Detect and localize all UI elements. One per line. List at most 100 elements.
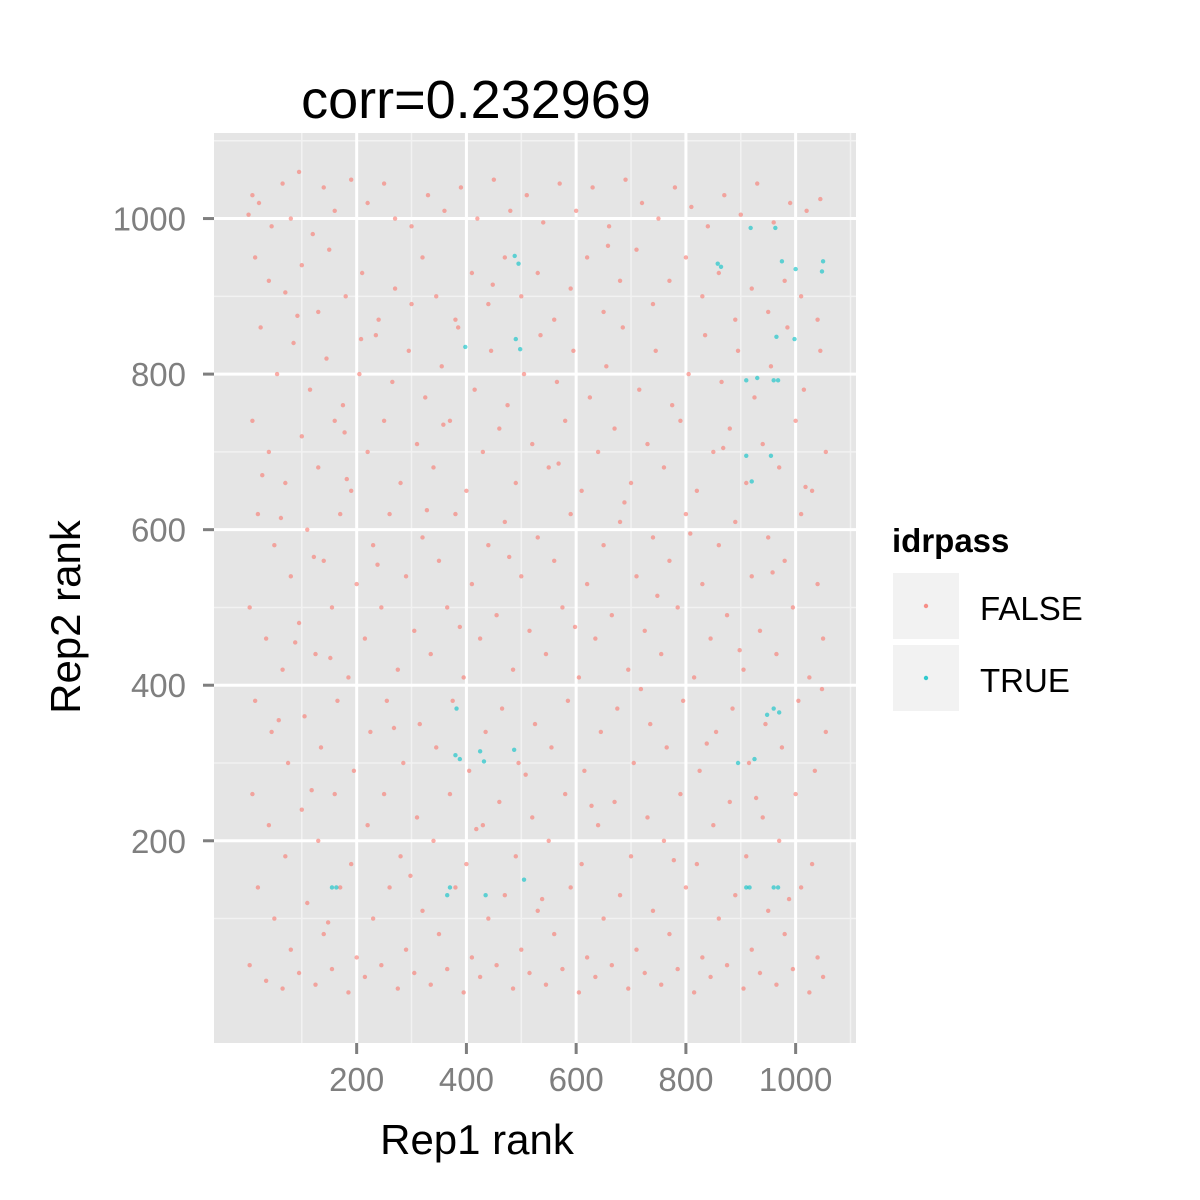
data-point-false (617, 519, 623, 525)
y-tick-label: 400 (131, 667, 186, 704)
data-point-false (436, 931, 442, 937)
data-point-false (766, 535, 771, 540)
data-point-false (546, 465, 551, 470)
data-point-false (786, 896, 792, 902)
data-point-true (512, 253, 517, 259)
data-point-false (702, 333, 708, 338)
data-point-false (406, 348, 411, 353)
data-point-true (715, 261, 720, 266)
data-point-true (793, 266, 798, 272)
data-point-false (445, 605, 450, 610)
data-point-false (365, 823, 370, 828)
data-point-false (763, 721, 768, 727)
data-point-false (260, 473, 265, 478)
data-point-false (395, 986, 401, 991)
data-point-false (552, 317, 557, 322)
data-point-false (678, 791, 683, 797)
data-point-false (628, 854, 634, 859)
data-point-false (309, 788, 314, 793)
data-point-false (288, 947, 294, 952)
data-point-false (798, 511, 804, 517)
data-point-false (823, 729, 829, 735)
data-point-true (457, 756, 463, 762)
data-point-false (694, 861, 700, 867)
data-point-false (370, 916, 376, 921)
data-point-false (782, 931, 787, 937)
data-point-false (524, 193, 529, 198)
data-point-false (532, 721, 538, 727)
data-point-false (502, 255, 508, 260)
data-point-false (637, 387, 642, 392)
data-point-true (516, 261, 521, 266)
data-point-false (299, 434, 304, 439)
data-point-false (804, 208, 809, 213)
data-point-false (250, 418, 255, 423)
data-point-false (494, 613, 499, 618)
data-point-true (517, 347, 523, 352)
data-point-false (379, 605, 384, 610)
data-point-false (766, 309, 771, 315)
data-point-false (409, 301, 414, 307)
data-point-false (252, 698, 258, 703)
data-point-false (499, 706, 505, 711)
data-point-false (328, 655, 333, 661)
data-point-false (645, 441, 650, 447)
data-point-false (299, 263, 304, 268)
data-point-false (655, 593, 660, 598)
data-point-false (527, 628, 532, 633)
data-point-false (782, 278, 787, 283)
data-point-false (601, 543, 606, 548)
data-point-false (398, 480, 403, 486)
data-point-false (659, 982, 664, 987)
data-point-true (819, 269, 825, 274)
data-point-false (766, 908, 771, 913)
data-point-false (442, 208, 447, 213)
data-point-false (445, 966, 450, 972)
data-point-false (749, 286, 754, 291)
data-point-false (519, 574, 524, 579)
data-point-false (348, 488, 354, 493)
data-point-false (593, 636, 598, 641)
data-point-false (656, 216, 661, 221)
data-point-true (481, 759, 487, 764)
data-point-true (483, 893, 488, 898)
data-point-true (744, 378, 749, 383)
data-point-false (519, 294, 524, 299)
data-point-false (342, 430, 347, 435)
data-point-false (296, 169, 302, 175)
data-point-false (749, 947, 754, 952)
data-point-false (381, 181, 387, 186)
data-point-false (447, 418, 453, 423)
data-point-false (305, 527, 310, 532)
data-point-false (770, 570, 775, 575)
data-point-false (428, 982, 433, 987)
data-point-false (683, 885, 689, 890)
data-point-false (691, 990, 697, 995)
data-point-true (747, 885, 752, 890)
data-point-false (785, 325, 790, 330)
data-point-false (283, 290, 288, 295)
data-point-false (626, 986, 631, 991)
data-point-false (595, 823, 601, 828)
data-point-false (513, 854, 518, 859)
data-point-false (530, 815, 535, 820)
data-point-false (255, 511, 261, 517)
data-point-false (408, 873, 413, 878)
data-point-false (815, 317, 820, 322)
data-point-false (598, 729, 604, 735)
data-point-false (582, 768, 587, 773)
data-point-false (379, 963, 384, 968)
data-point-false (650, 301, 656, 307)
data-point-false (552, 558, 557, 563)
data-point-false (815, 581, 820, 587)
data-point-false (332, 208, 337, 213)
data-point-true (779, 259, 785, 264)
data-point-false (417, 721, 422, 727)
data-point-false (285, 760, 291, 766)
data-point-false (530, 441, 535, 447)
data-point-true (445, 893, 450, 898)
y-tick-label: 1000 (113, 201, 186, 238)
data-point-false (497, 799, 502, 805)
data-point-false (549, 745, 554, 750)
data-point-false (535, 270, 540, 276)
